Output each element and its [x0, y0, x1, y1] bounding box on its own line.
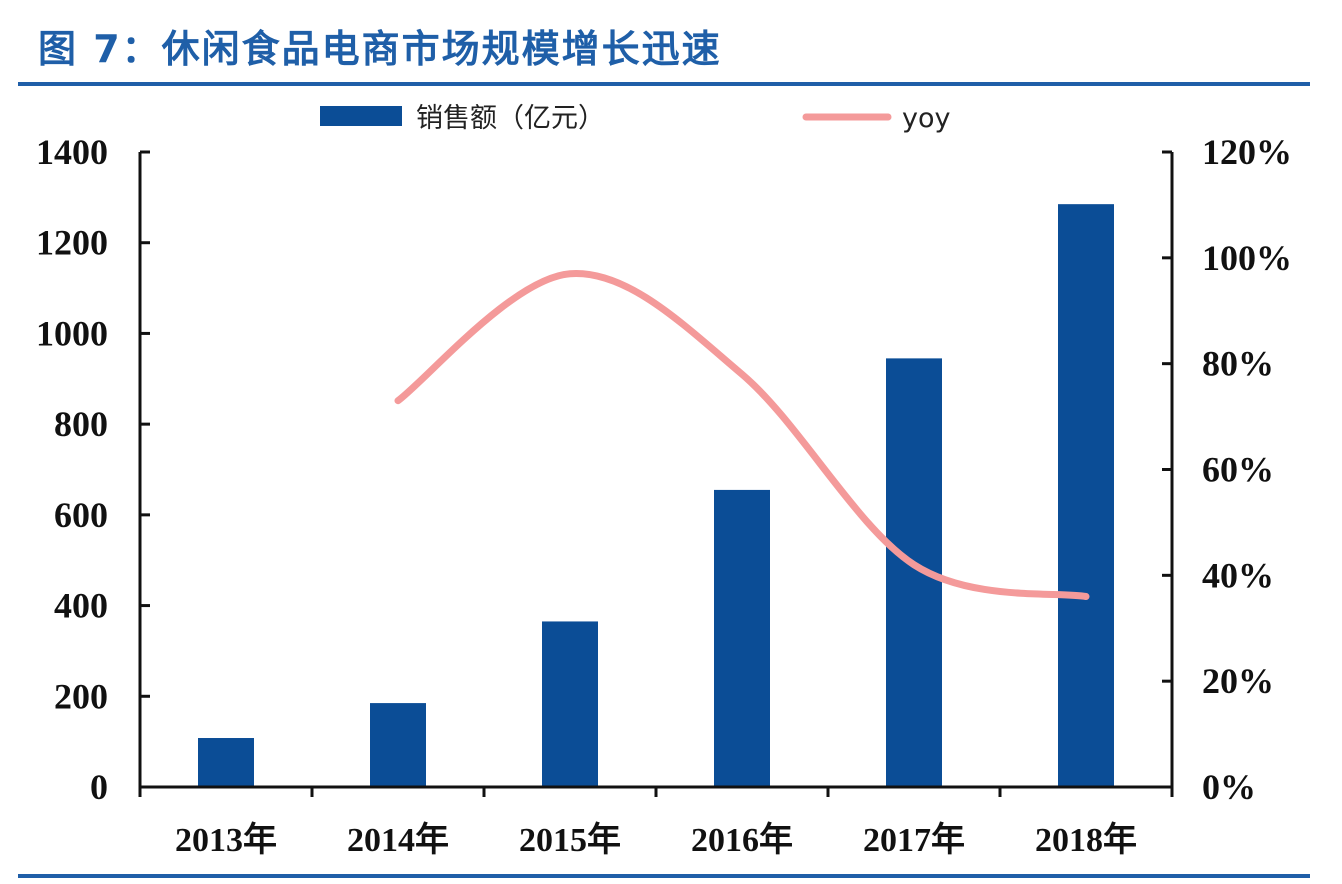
y-left-tick-label: 600	[54, 495, 108, 535]
yoy-line	[394, 270, 1090, 600]
y-right-tick-label: 0%	[1202, 767, 1256, 807]
bottom-rule	[18, 874, 1310, 878]
y-left-tick-label: 0	[90, 767, 108, 807]
y-left-tick-label: 400	[54, 586, 108, 626]
bar-2016年	[714, 489, 770, 787]
y-left-tick-label: 1200	[36, 223, 108, 263]
legend-label-yoy: yoy	[902, 103, 950, 134]
y-left-tick-label: 1000	[36, 313, 108, 353]
x-tick-label: 2018年	[1035, 821, 1137, 859]
bar-2015年	[542, 621, 598, 787]
y-left-tick-label: 1400	[36, 132, 108, 172]
bar-2014年	[370, 703, 426, 787]
y-right-tick-label: 100%	[1202, 238, 1292, 278]
x-tick-label: 2013年	[175, 821, 277, 859]
y-left-tick-label: 200	[54, 676, 108, 716]
y-right-tick-label: 20%	[1202, 661, 1274, 701]
y-right-tick-label: 120%	[1202, 132, 1292, 172]
y-right-tick-label: 60%	[1202, 450, 1274, 490]
x-tick-label: 2017年	[863, 821, 965, 859]
bar-2018年	[1058, 204, 1114, 788]
y-right-tick-label: 80%	[1202, 344, 1274, 384]
bar-2013年	[198, 738, 254, 787]
title-rule	[18, 82, 1310, 86]
y-left-tick-label: 800	[54, 404, 108, 444]
y-right-tick-label: 40%	[1202, 555, 1274, 595]
x-tick-label: 2015年	[519, 821, 621, 859]
legend-swatch-sales	[320, 106, 402, 126]
chart-title: 图 7：休闲食品电商市场规模增长迅速	[38, 27, 722, 71]
x-tick-label: 2014年	[347, 821, 449, 859]
x-tick-label: 2016年	[691, 821, 793, 859]
legend-label-sales: 销售额（亿元）	[416, 103, 605, 134]
